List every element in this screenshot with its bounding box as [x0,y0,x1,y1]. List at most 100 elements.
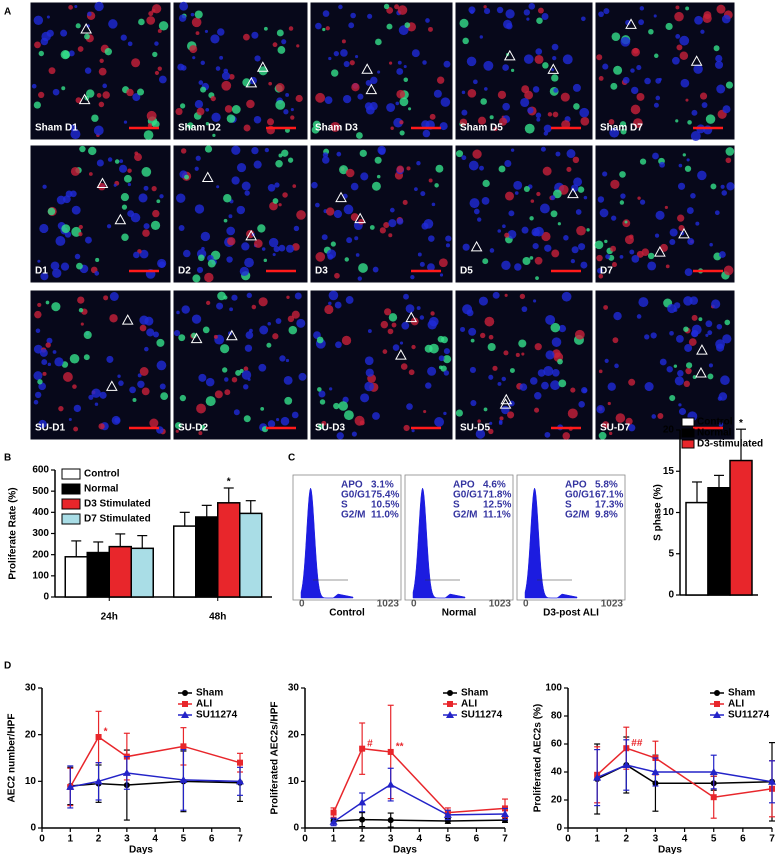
cell [551,249,560,258]
legend-swatch [61,468,81,480]
cell [33,371,43,381]
cell [253,115,262,124]
cell [75,97,82,104]
y-tick-label: 0 [293,823,299,834]
cell [285,93,290,97]
cell [573,177,583,187]
cell [156,199,161,204]
cell [570,258,576,264]
cell [93,125,104,136]
cell [268,81,273,86]
stat-name: G2/M [565,510,589,521]
cell [102,91,110,99]
cell [291,310,300,319]
y-tick-label: 0 [556,823,562,834]
cell [156,360,167,371]
cell [70,129,81,140]
cell [311,125,320,134]
y-tick-label: 20 [25,729,37,740]
cell [335,341,342,349]
cell [341,39,346,44]
cell [526,17,530,21]
cell [242,78,251,87]
cell [276,418,280,422]
cell [655,210,665,220]
cell [178,14,187,22]
cell [429,316,439,327]
cell [659,161,665,168]
cell [236,163,247,173]
cell [63,372,73,382]
cell [459,18,469,28]
cell [328,301,332,306]
stat-name: APO [453,480,475,491]
cell [94,271,100,276]
panel-letter: A [4,7,11,18]
histogram [524,487,578,599]
cell [31,83,37,89]
cell [602,63,609,70]
cell [560,92,570,102]
marker [179,775,188,783]
stat-value: 4.6% [483,480,506,491]
cell [541,13,549,20]
panel-letter: D [4,661,11,672]
cell [419,261,425,267]
marker [182,690,188,696]
cell [503,19,513,29]
axis-tick-label: 1023 [489,599,512,610]
cell [210,34,220,44]
cell [264,147,269,153]
cell [339,165,349,175]
cell [329,387,333,391]
cell [141,167,152,177]
cell [154,70,160,76]
cell [95,257,100,263]
cell [537,7,544,14]
cell [684,344,693,352]
cell [575,209,582,215]
cell [73,404,82,413]
cell [440,336,448,344]
cell [358,263,368,273]
cell [354,236,359,241]
cell [48,67,56,75]
cell [443,60,451,68]
cell [55,236,66,246]
cell [371,181,381,191]
cell [221,80,232,91]
cell [396,89,406,99]
cell [91,388,101,398]
cell [196,107,205,116]
cell [573,103,580,110]
cell [350,213,359,222]
cell [607,401,611,406]
cell [720,184,725,189]
cell [515,352,520,358]
cell [386,103,396,112]
cell [318,390,326,398]
cell [60,49,70,60]
cell [392,344,400,351]
cell [179,1,189,11]
cell [461,109,468,116]
cell [38,419,47,429]
cell [311,181,318,189]
cell [690,131,701,141]
cell [343,94,352,104]
cell [435,164,444,173]
cell [243,366,249,372]
cell [98,423,105,430]
cell [146,16,156,25]
marker [94,777,103,785]
cell [619,200,625,205]
cell [425,18,430,23]
cell [692,375,697,380]
cell [272,42,278,48]
cell [180,103,186,109]
cell [243,415,251,423]
x-tick-label: 48h [209,612,226,623]
micrograph-label: D1 [35,266,48,277]
cell [364,381,374,392]
cell [503,350,509,356]
